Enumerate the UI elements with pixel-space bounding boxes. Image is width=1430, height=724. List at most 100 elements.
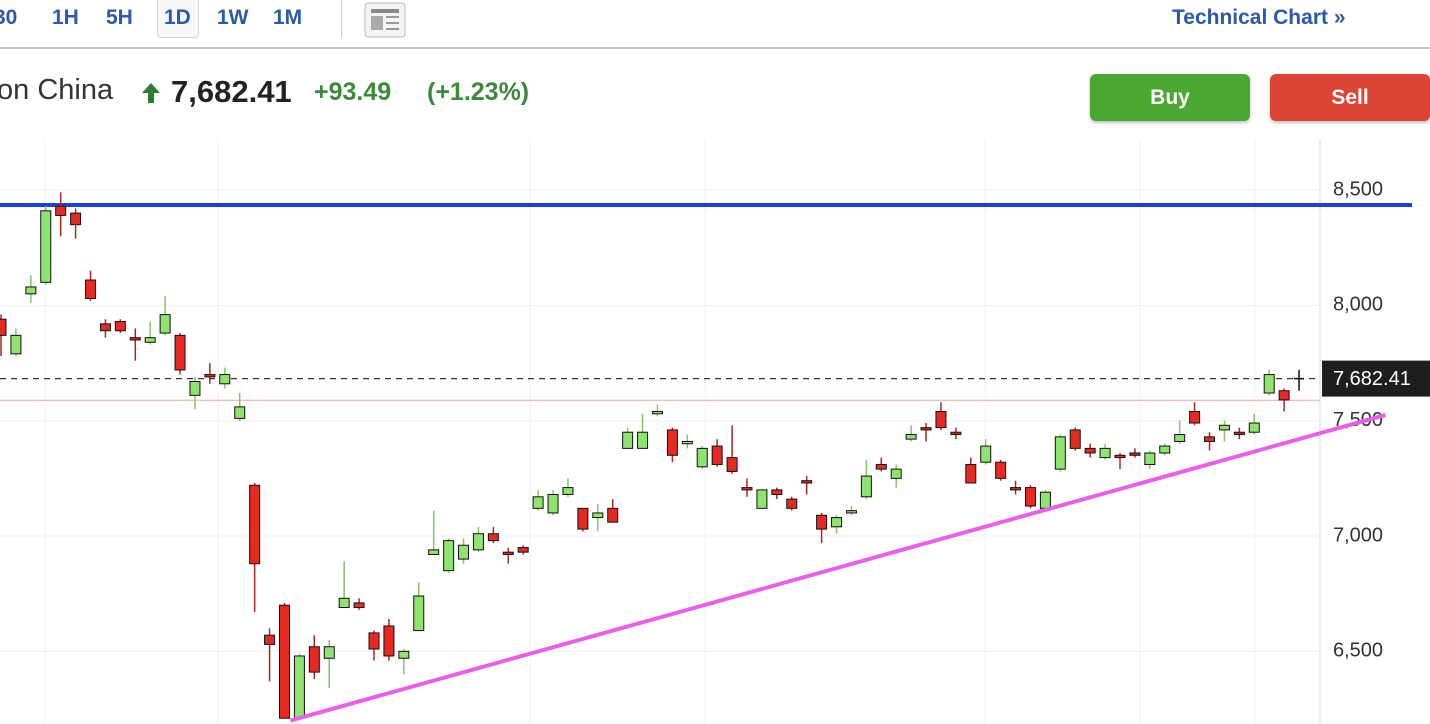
candle-body xyxy=(890,468,902,479)
candle-body xyxy=(1039,491,1051,509)
candle-body xyxy=(1233,431,1245,436)
candle-body xyxy=(696,447,708,468)
y-tick-label: 8,500 xyxy=(1333,178,1383,200)
layout-icon[interactable] xyxy=(364,2,406,38)
candle-body xyxy=(1248,422,1260,433)
candle-body xyxy=(1174,434,1186,442)
candle-body xyxy=(1218,424,1230,431)
candle-body xyxy=(711,445,723,466)
candle-body xyxy=(0,318,7,336)
candle-body xyxy=(189,380,201,396)
candle-body xyxy=(413,595,425,632)
candle-body xyxy=(607,507,619,523)
divider xyxy=(341,0,342,38)
candle-body xyxy=(1099,447,1111,459)
candle-body xyxy=(25,286,37,295)
candle-body xyxy=(55,205,67,216)
tab[interactable]: 1W xyxy=(217,6,249,29)
candle-body xyxy=(726,457,738,472)
candle-body xyxy=(1204,436,1216,442)
candle-body xyxy=(159,314,171,334)
candle-body xyxy=(443,540,455,572)
candle-body xyxy=(771,489,783,496)
tab[interactable]: 30 xyxy=(0,6,18,29)
tab[interactable]: 1M xyxy=(273,6,303,29)
sell-button[interactable]: Sell xyxy=(1270,74,1430,121)
tab[interactable]: 1D xyxy=(164,6,191,29)
candle-body xyxy=(920,427,932,431)
up-arrow xyxy=(142,83,160,103)
candle-body xyxy=(666,429,678,456)
candle-body xyxy=(1159,445,1171,454)
candle-body xyxy=(950,431,962,436)
change: +93.49 xyxy=(314,78,392,106)
candle-body xyxy=(1263,374,1275,394)
candle-body xyxy=(308,646,320,673)
tab[interactable]: 1H xyxy=(52,6,79,29)
candle-body xyxy=(129,337,141,341)
candle-body xyxy=(1069,429,1081,449)
y-tick-label: 8,000 xyxy=(1333,294,1383,316)
candle-body xyxy=(472,533,484,551)
y-tick-label: 6,500 xyxy=(1333,640,1383,662)
candle-body xyxy=(935,410,947,429)
selected-tab-box xyxy=(157,0,199,38)
candle-body xyxy=(801,480,813,484)
candle-body xyxy=(204,374,216,378)
candle-body xyxy=(651,410,663,415)
candle-body xyxy=(965,464,977,484)
candle-body xyxy=(577,507,589,530)
buy-button[interactable]: Buy xyxy=(1090,74,1250,121)
candle-body xyxy=(10,334,22,355)
candle-body xyxy=(622,431,634,449)
candle-body xyxy=(174,334,186,371)
candle-body xyxy=(637,431,649,449)
candle-body xyxy=(786,498,798,509)
toolbar-border xyxy=(0,47,1430,49)
candle-body xyxy=(831,517,843,528)
candle-body xyxy=(249,484,261,565)
candle-body xyxy=(756,489,768,509)
technical-chart-link[interactable]: Technical Chart » xyxy=(1172,6,1346,29)
candle-body xyxy=(293,655,305,719)
candle-body xyxy=(353,602,365,609)
candle-body xyxy=(278,604,290,719)
candle-body xyxy=(980,445,992,463)
candle-body xyxy=(741,487,753,491)
last-price-box xyxy=(1322,360,1430,397)
candle-body xyxy=(99,323,111,332)
candle-body xyxy=(845,510,857,514)
candle-body xyxy=(1129,452,1141,456)
candle-body xyxy=(995,461,1007,479)
candle-body xyxy=(487,533,499,542)
candle-body xyxy=(905,434,917,440)
candle-body xyxy=(458,544,470,560)
candle-body xyxy=(383,625,395,657)
candle-body xyxy=(398,650,410,659)
price: 7,682.41 xyxy=(171,74,292,109)
candle-body xyxy=(338,597,350,609)
candle-body xyxy=(264,634,276,645)
candle-body xyxy=(1024,487,1036,507)
candle-body xyxy=(428,549,440,555)
candle-body xyxy=(1114,454,1126,459)
candle-body xyxy=(219,374,231,385)
y-tick-label: 7,000 xyxy=(1333,524,1383,546)
candle-body xyxy=(40,210,52,283)
candle-body xyxy=(681,440,693,445)
candle-body xyxy=(1084,447,1096,454)
candle-body xyxy=(1189,410,1201,424)
last-price-label: 7,682.41 xyxy=(1333,368,1411,390)
candle-body xyxy=(144,337,156,343)
candle-body xyxy=(592,512,604,519)
candle-body xyxy=(234,406,246,419)
candle-body xyxy=(532,496,544,509)
tab[interactable]: 5H xyxy=(106,6,133,29)
candle-body xyxy=(85,279,97,299)
candle-body xyxy=(368,632,380,650)
candle-body xyxy=(816,514,828,530)
candle-body xyxy=(70,212,82,226)
candle-body xyxy=(517,547,529,553)
